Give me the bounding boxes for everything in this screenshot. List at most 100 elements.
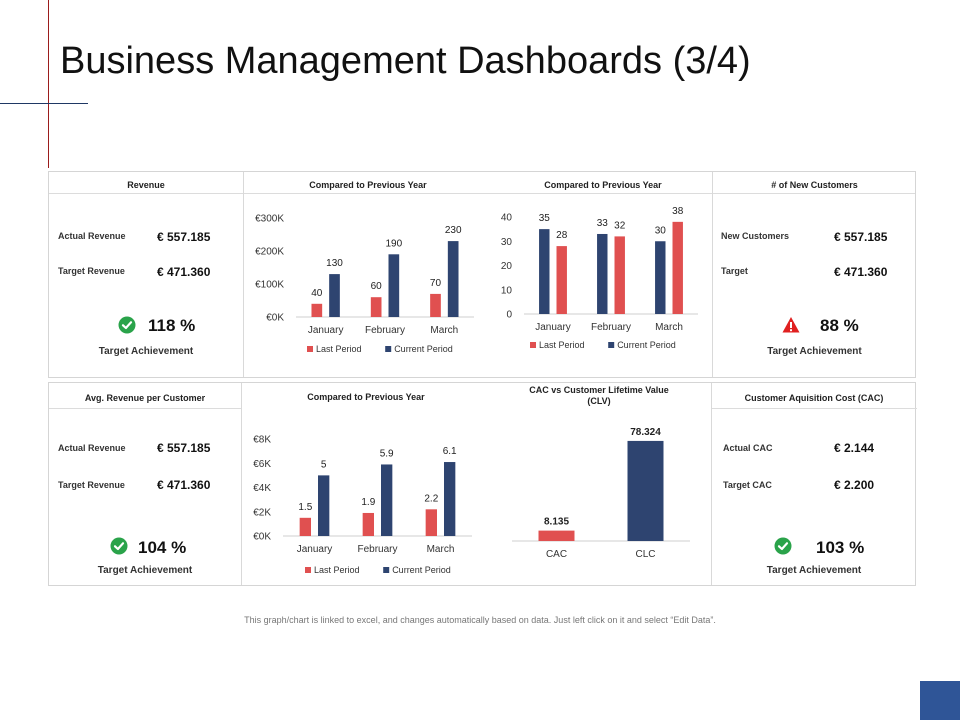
- data-label: 28: [556, 230, 568, 241]
- avg-actual-revenue-value: € 557.185: [157, 441, 211, 455]
- data-label: 1.9: [361, 497, 375, 508]
- header-divider: [49, 408, 241, 409]
- data-label: 33: [597, 218, 609, 229]
- y-tick-label: €4K: [253, 483, 271, 494]
- data-label: 8.135: [544, 517, 569, 528]
- x-tick-label: March: [430, 325, 458, 336]
- avg-achievement-percent: 104 %: [138, 538, 187, 557]
- new-customers-label: New Customers: [721, 231, 790, 241]
- chart3-header: Compared to Previous Year: [307, 392, 425, 402]
- actual-revenue-value: € 557.185: [157, 230, 211, 244]
- bar: [655, 241, 666, 314]
- y-tick-label: €100K: [255, 280, 284, 291]
- customers-target-value: € 471.360: [834, 265, 888, 279]
- chart2-header: Compared to Previous Year: [544, 180, 662, 190]
- chart4-header: CAC vs Customer Lifetime Value (CLV): [529, 385, 669, 406]
- bar: [299, 517, 311, 536]
- data-label: 30: [655, 225, 667, 236]
- x-tick-label: January: [535, 322, 571, 333]
- bar: [538, 530, 575, 541]
- legend-swatch: [383, 567, 390, 573]
- y-tick-label: 10: [501, 285, 513, 296]
- legend-swatch: [305, 567, 311, 573]
- legend-label: Last Period: [314, 565, 360, 575]
- legend-swatch: [385, 346, 392, 352]
- bar: [381, 464, 393, 536]
- data-label: 6.1: [443, 446, 457, 457]
- data-label: 2.2: [424, 493, 438, 504]
- y-tick-label: €0K: [253, 532, 271, 543]
- bar: [627, 440, 664, 541]
- bar: [556, 246, 567, 314]
- x-tick-label: February: [365, 325, 405, 336]
- legend-label: Last Period: [539, 340, 585, 350]
- data-label: 5: [321, 459, 327, 470]
- y-tick-label: €6K: [253, 459, 271, 470]
- avg-actual-revenue-label: Actual Revenue: [58, 443, 126, 453]
- data-label: 40: [311, 288, 323, 299]
- page-title: Business Management Dashboards (3/4): [60, 40, 751, 82]
- customers-achievement-percent: 88 %: [820, 316, 859, 335]
- customers-target-label: Target: [721, 266, 748, 276]
- revenue-compare-chart: €0K €100K €200K €300K January February March 40…: [255, 214, 474, 354]
- y-tick-label: 30: [501, 237, 513, 248]
- x-tick-label: CAC: [546, 549, 567, 560]
- bar: [362, 512, 374, 536]
- dashboard-row-1: Revenue Compared to Previous Year Compar…: [48, 171, 916, 378]
- column-divider: [712, 172, 713, 377]
- target-cac-value: € 2.200: [834, 478, 875, 492]
- data-label: 1.5: [298, 502, 312, 513]
- check-icon: [118, 316, 136, 334]
- cac-achievement-label: Target Achievement: [766, 565, 862, 576]
- data-label: 38: [672, 206, 684, 217]
- x-tick-label: February: [591, 322, 631, 333]
- y-tick-label: €0K: [266, 313, 284, 324]
- bar: [311, 303, 323, 317]
- avg-revenue-header: Avg. Revenue per Customer: [84, 393, 206, 403]
- legend-label: Current Period: [617, 340, 676, 350]
- y-tick-label: €200K: [255, 247, 284, 258]
- cac-achievement-percent: 103 %: [816, 538, 865, 557]
- column-divider: [241, 383, 242, 585]
- legend-label: Last Period: [316, 344, 362, 354]
- data-label: 130: [326, 258, 343, 269]
- bar: [388, 254, 400, 317]
- target-cac-label: Target CAC: [723, 480, 772, 490]
- y-tick-label: 40: [501, 213, 513, 224]
- bar: [597, 233, 608, 314]
- revenue-achievement-percent: 118 %: [148, 316, 196, 335]
- legend-swatch: [307, 346, 313, 352]
- bar: [430, 293, 441, 317]
- decorative-horizontal-line: [0, 103, 88, 104]
- bar: [614, 236, 625, 314]
- decorative-vertical-line: [48, 0, 49, 168]
- y-tick-label: 0: [506, 310, 512, 321]
- data-label: 32: [614, 220, 626, 231]
- bar: [425, 509, 437, 536]
- corner-accent: [920, 681, 960, 720]
- avg-achievement-label: Target Achievement: [97, 565, 193, 576]
- bar: [672, 221, 683, 314]
- data-label: 230: [445, 225, 462, 236]
- data-label: 35: [539, 213, 551, 224]
- data-label: 190: [385, 238, 402, 249]
- revenue-header: Revenue: [127, 180, 165, 190]
- data-label: 5.9: [380, 448, 394, 459]
- legend-swatch: [530, 342, 536, 348]
- column-divider: [243, 172, 244, 377]
- bar: [539, 229, 550, 314]
- target-revenue-label: Target Revenue: [58, 266, 125, 276]
- revenue-achievement-label: Target Achievement: [98, 346, 194, 357]
- data-label: 78.324: [630, 427, 661, 438]
- bar: [318, 475, 330, 536]
- x-tick-label: March: [655, 322, 683, 333]
- x-tick-label: CLC: [635, 549, 655, 560]
- y-tick-label: 20: [501, 261, 513, 272]
- bar: [329, 274, 340, 317]
- cac-header: Customer Aquisition Cost (CAC): [744, 393, 884, 403]
- actual-cac-label: Actual CAC: [723, 443, 773, 453]
- actual-cac-value: € 2.144: [834, 441, 875, 455]
- bar: [444, 462, 456, 536]
- legend-swatch: [608, 342, 615, 348]
- cac-vs-clv-chart: CAC CLC 8.135 78.324: [512, 427, 690, 560]
